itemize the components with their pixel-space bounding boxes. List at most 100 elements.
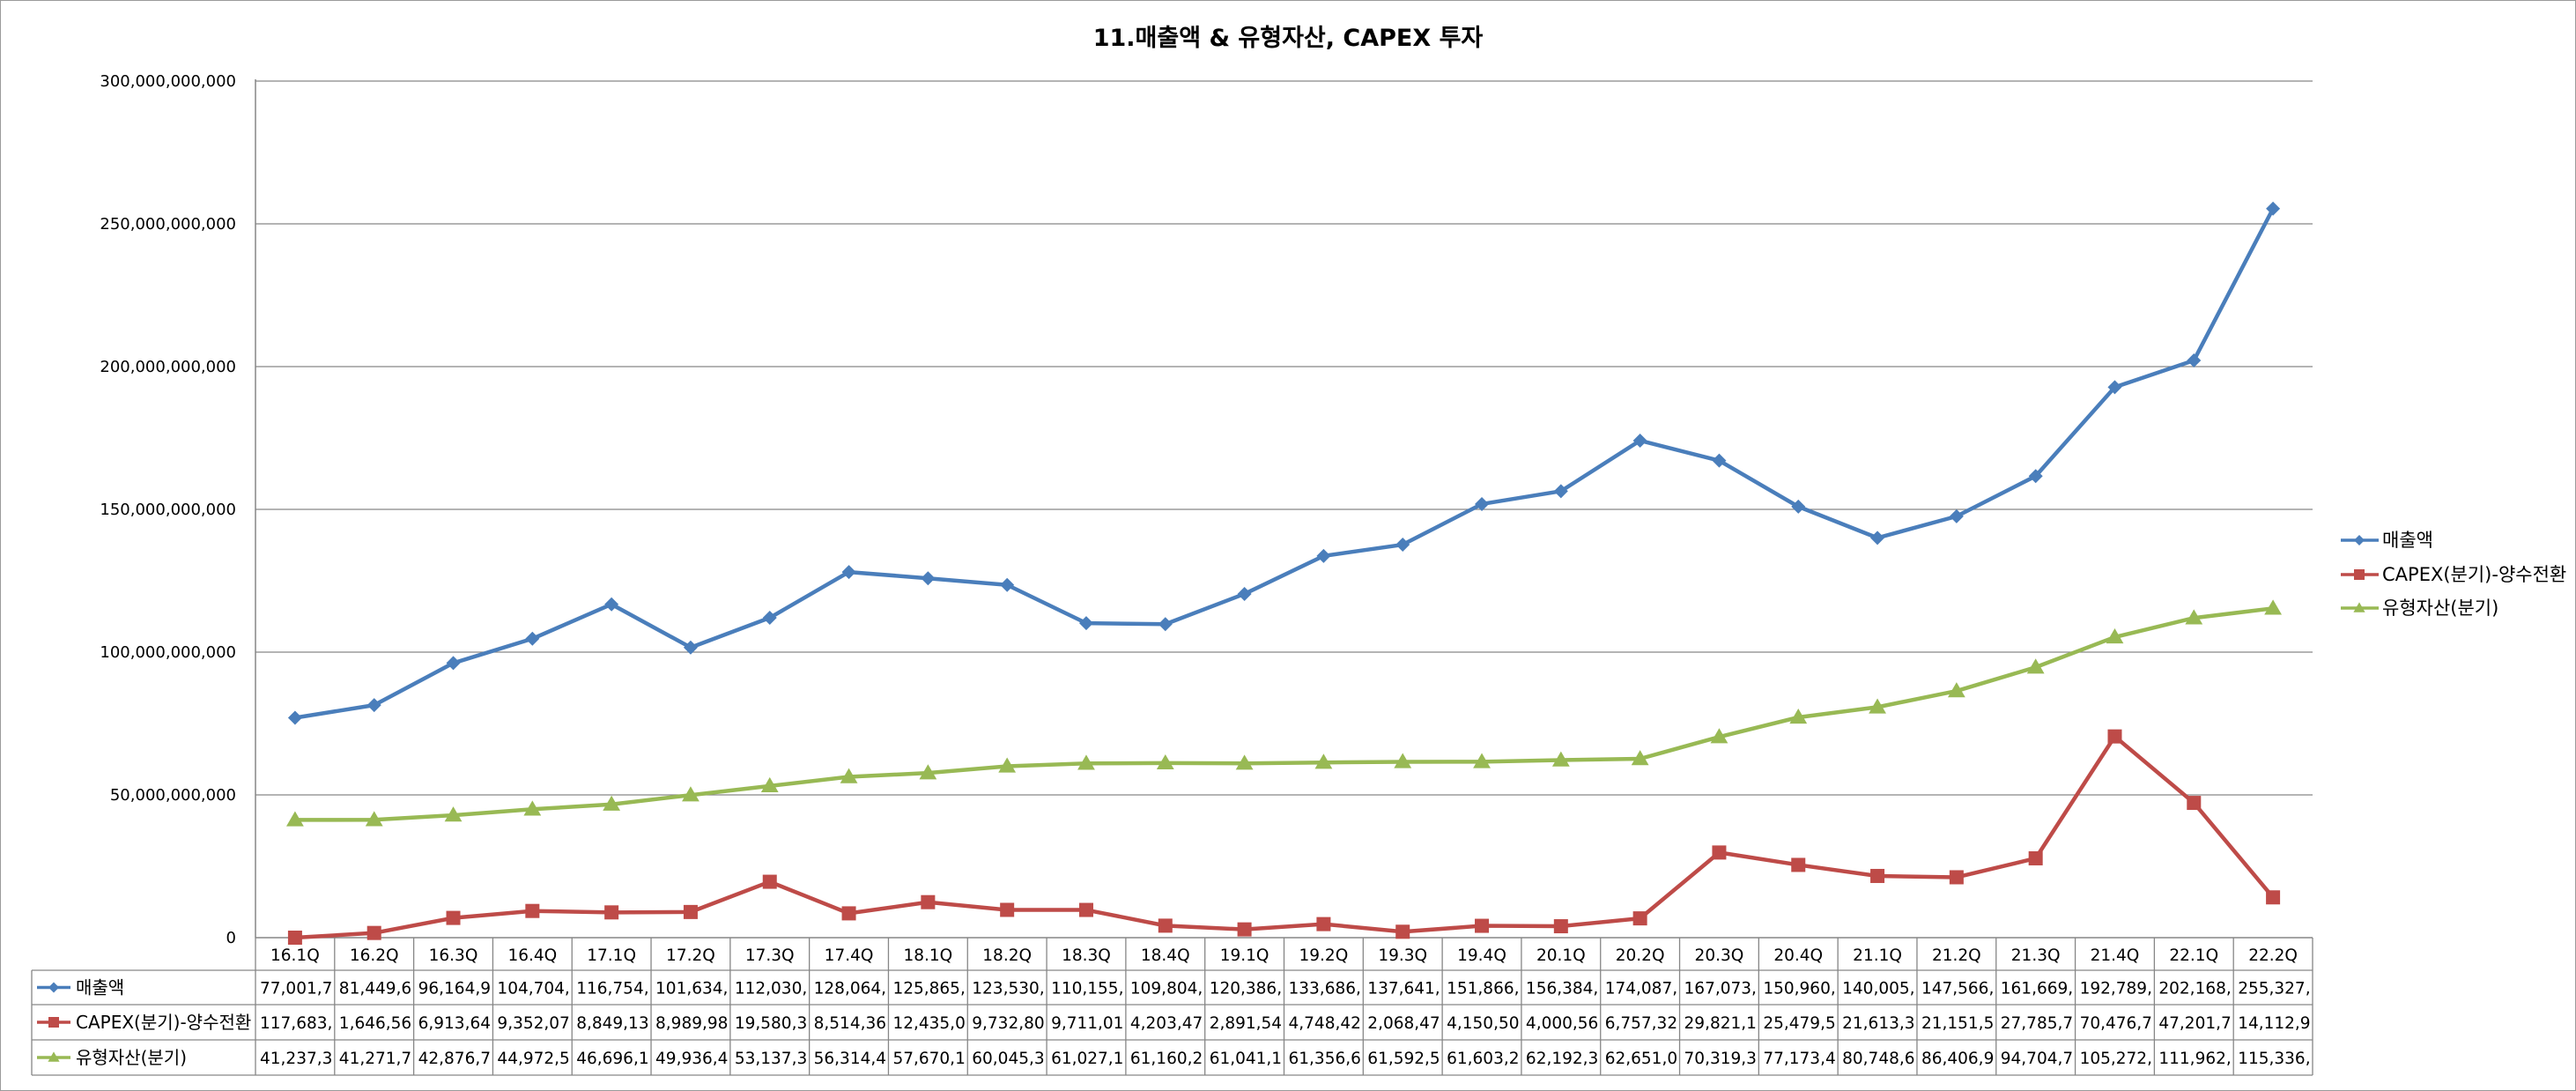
- data-point: [2107, 729, 2122, 744]
- data-point: [1078, 902, 1093, 917]
- x-tick-label: 19.4Q: [1457, 946, 1506, 965]
- data-point: [1395, 538, 1410, 553]
- data-point: [1947, 682, 1965, 698]
- table-cell: 105,272,: [2080, 1050, 2152, 1068]
- table-cell: 4,150,50: [1447, 1014, 1519, 1033]
- x-tick-label: 17.4Q: [825, 946, 874, 965]
- data-point: [841, 906, 856, 921]
- table-cell: 6,913,64: [418, 1014, 491, 1033]
- table-cell: 156,384,: [1526, 980, 1598, 998]
- data-point: [1314, 753, 1333, 769]
- chart-title: 11.매출액 & 유형자산, CAPEX 투자: [1093, 25, 1484, 52]
- legend-key-marker: [2354, 569, 2365, 580]
- data-point: [840, 768, 858, 783]
- x-tick-label: 16.4Q: [507, 946, 557, 965]
- series-line: [294, 207, 2276, 720]
- data-point: [1000, 577, 1015, 592]
- data-point: [2028, 850, 2043, 865]
- table-cell: 123,530,: [972, 980, 1044, 998]
- data-point: [1791, 857, 1806, 872]
- table-cell: 42,876,7: [418, 1050, 491, 1068]
- table-cell: 161,669,: [2001, 980, 2073, 998]
- table-cell: 62,651,0: [1605, 1050, 1677, 1068]
- x-tick-label: 22.2Q: [2248, 946, 2298, 965]
- data-point: [2185, 609, 2203, 625]
- table-cell: 44,972,5: [497, 1050, 569, 1068]
- x-tick-label: 18.2Q: [982, 946, 1032, 965]
- table-cell: 133,686,: [1289, 980, 1361, 998]
- legend-label: CAPEX(분기)-양수전환: [2382, 564, 2566, 585]
- data-point: [1237, 922, 1252, 937]
- table-cell: 151,866,: [1447, 980, 1519, 998]
- x-tick-label: 19.2Q: [1299, 946, 1349, 965]
- table-cell: 14,112,9: [2238, 1014, 2310, 1033]
- data-point: [2028, 469, 2043, 484]
- table-cell: 4,203,47: [1130, 1014, 1203, 1033]
- table-cell: 2,891,54: [1210, 1014, 1282, 1033]
- table-cell: 41,271,7: [339, 1050, 411, 1068]
- table-cell: 29,821,1: [1684, 1014, 1757, 1033]
- x-tick-label: 19.1Q: [1220, 946, 1269, 965]
- table-cell: 19,580,3: [735, 1014, 807, 1033]
- y-tick-label: 250,000,000,000: [100, 215, 236, 234]
- table-cell: 192,789,: [2080, 980, 2152, 998]
- table-cell: 41,237,3: [260, 1050, 332, 1068]
- data-point: [921, 894, 936, 909]
- data-point: [1870, 868, 1885, 883]
- table-cell: 167,073,: [1684, 980, 1757, 998]
- legend-label: 유형자산(분기): [2382, 597, 2498, 619]
- table-cell: 81,449,6: [339, 980, 411, 998]
- table-cell: 61,356,6: [1289, 1050, 1361, 1068]
- x-tick-label: 17.1Q: [587, 946, 636, 965]
- data-point: [1789, 709, 1808, 724]
- table-cell: 56,314,4: [814, 1050, 886, 1068]
- x-tick-label: 21.4Q: [2091, 946, 2140, 965]
- table-cell: 21,151,5: [1921, 1014, 1994, 1033]
- data-point: [287, 930, 302, 945]
- data-point: [919, 764, 937, 780]
- y-tick-label: 50,000,000,000: [110, 786, 236, 805]
- data-point: [1712, 453, 1727, 468]
- table-cell: 255,327,: [2238, 980, 2310, 998]
- data-point: [1000, 902, 1015, 917]
- x-tick-label: 20.4Q: [1773, 946, 1823, 965]
- table-cell: 57,670,1: [892, 1050, 965, 1068]
- data-point: [1473, 753, 1491, 768]
- data-point: [1712, 845, 1727, 860]
- table-cell: 46,696,1: [576, 1050, 648, 1068]
- data-point: [2266, 201, 2281, 216]
- x-tick-label: 18.1Q: [903, 946, 952, 965]
- data-point: [1394, 753, 1412, 768]
- series-line: [294, 606, 2274, 822]
- data-point: [1078, 616, 1093, 631]
- table-cell: 137,641,: [1367, 980, 1440, 998]
- table-cell: 140,005,: [1842, 980, 1914, 998]
- table-cell: 6,757,32: [1605, 1014, 1677, 1033]
- table-cell: 8,514,36: [814, 1014, 886, 1033]
- y-tick-label: 300,000,000,000: [100, 72, 236, 91]
- x-tick-label: 20.1Q: [1536, 946, 1586, 965]
- data-point: [1632, 911, 1647, 926]
- x-tick-label: 16.2Q: [350, 946, 399, 965]
- table-cell: 117,683,: [260, 1014, 332, 1033]
- table-cell: 47,201,7: [2158, 1014, 2231, 1033]
- table-cell: 96,164,9: [418, 980, 491, 998]
- table-cell: 60,045,3: [972, 1050, 1044, 1068]
- axes: 0 50,000,000,000 100,000,000,000 150,000,00…: [100, 72, 2313, 947]
- table-cell: 61,041,1: [1210, 1050, 1282, 1068]
- table-cell: 101,634,: [655, 980, 728, 998]
- x-tick-label: 19.3Q: [1378, 946, 1427, 965]
- x-tick-label: 20.2Q: [1616, 946, 1665, 965]
- data-point: [1475, 496, 1490, 511]
- data-point: [1235, 754, 1254, 770]
- data-point: [1791, 499, 1806, 514]
- table-cell: 27,785,7: [2001, 1014, 2073, 1033]
- data-point: [287, 710, 302, 725]
- y-tick-label: 0: [226, 929, 236, 947]
- data-point: [682, 786, 700, 802]
- x-tick-label: 16.3Q: [429, 946, 478, 965]
- x-tick-label: 18.4Q: [1141, 946, 1190, 965]
- data-point: [2106, 628, 2124, 644]
- data-point: [683, 640, 698, 655]
- data-point: [446, 910, 461, 925]
